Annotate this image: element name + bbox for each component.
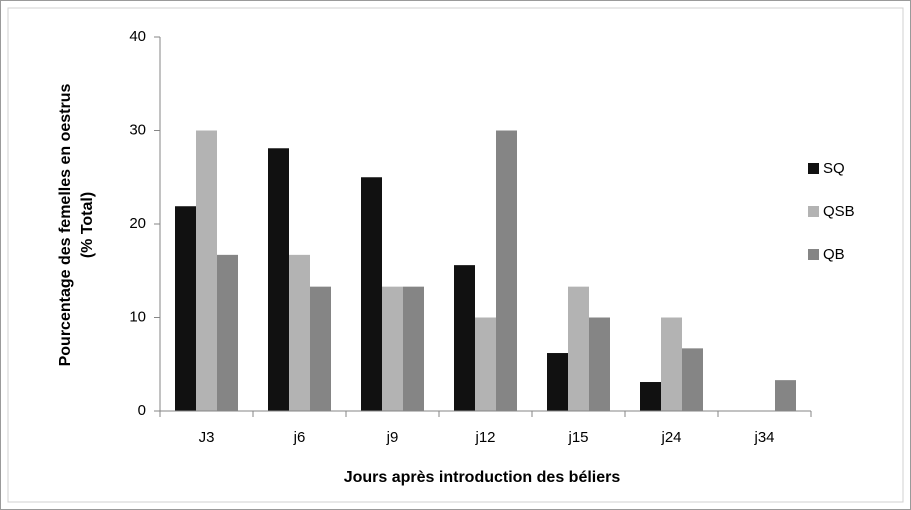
bar bbox=[568, 286, 589, 411]
bar bbox=[475, 317, 496, 411]
y-tick-label: 40 bbox=[129, 28, 146, 45]
bar bbox=[775, 380, 796, 411]
bar bbox=[682, 348, 703, 411]
legend-swatch bbox=[808, 163, 819, 174]
x-tick-label: j34 bbox=[753, 429, 774, 446]
bar bbox=[547, 353, 568, 411]
y-axis-label-line: (% Total) bbox=[79, 192, 96, 258]
bar bbox=[382, 286, 403, 411]
legend-swatch bbox=[808, 249, 819, 260]
legend-swatch bbox=[808, 206, 819, 217]
bar bbox=[361, 177, 382, 411]
y-tick-label: 0 bbox=[138, 402, 146, 419]
bar bbox=[268, 148, 289, 411]
bar bbox=[640, 382, 661, 411]
bar bbox=[217, 254, 238, 411]
bar bbox=[454, 265, 475, 411]
bar bbox=[589, 317, 610, 411]
x-tick-label: j12 bbox=[474, 429, 495, 446]
x-tick-label: j6 bbox=[293, 429, 306, 446]
bar bbox=[289, 254, 310, 411]
legend-label: SQ bbox=[823, 160, 845, 177]
legend-label: QSB bbox=[823, 203, 855, 220]
x-tick-label: J3 bbox=[199, 429, 215, 446]
bar bbox=[310, 286, 331, 411]
bar bbox=[661, 317, 682, 411]
bar bbox=[403, 286, 424, 411]
x-tick-label: j24 bbox=[660, 429, 681, 446]
y-axis-label-line: Pourcentage des femelles en oestrus bbox=[57, 84, 74, 367]
x-axis-label: Jours après introduction des béliers bbox=[344, 469, 621, 486]
legend-label: QB bbox=[823, 246, 845, 263]
y-tick-label: 30 bbox=[129, 121, 146, 138]
x-tick-label: j9 bbox=[386, 429, 399, 446]
y-axis-label: Pourcentage des femelles en oestrus (% T… bbox=[57, 84, 96, 367]
bar bbox=[196, 130, 217, 411]
y-tick-label: 10 bbox=[129, 308, 146, 325]
y-tick-label: 20 bbox=[129, 215, 146, 232]
bar bbox=[496, 130, 517, 411]
plot-frame bbox=[7, 7, 904, 503]
x-tick-label: j15 bbox=[567, 429, 588, 446]
bar bbox=[175, 206, 196, 411]
